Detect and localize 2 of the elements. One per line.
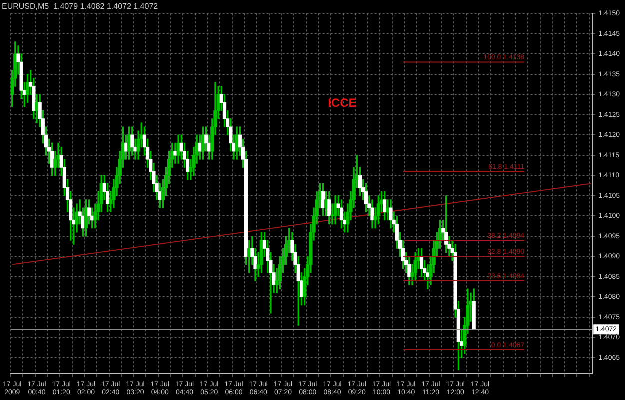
annotation: ICCE <box>328 96 357 110</box>
chart-title: EURUSD,M5 1.4079 1.4082 1.4072 1.4072 <box>2 2 159 12</box>
